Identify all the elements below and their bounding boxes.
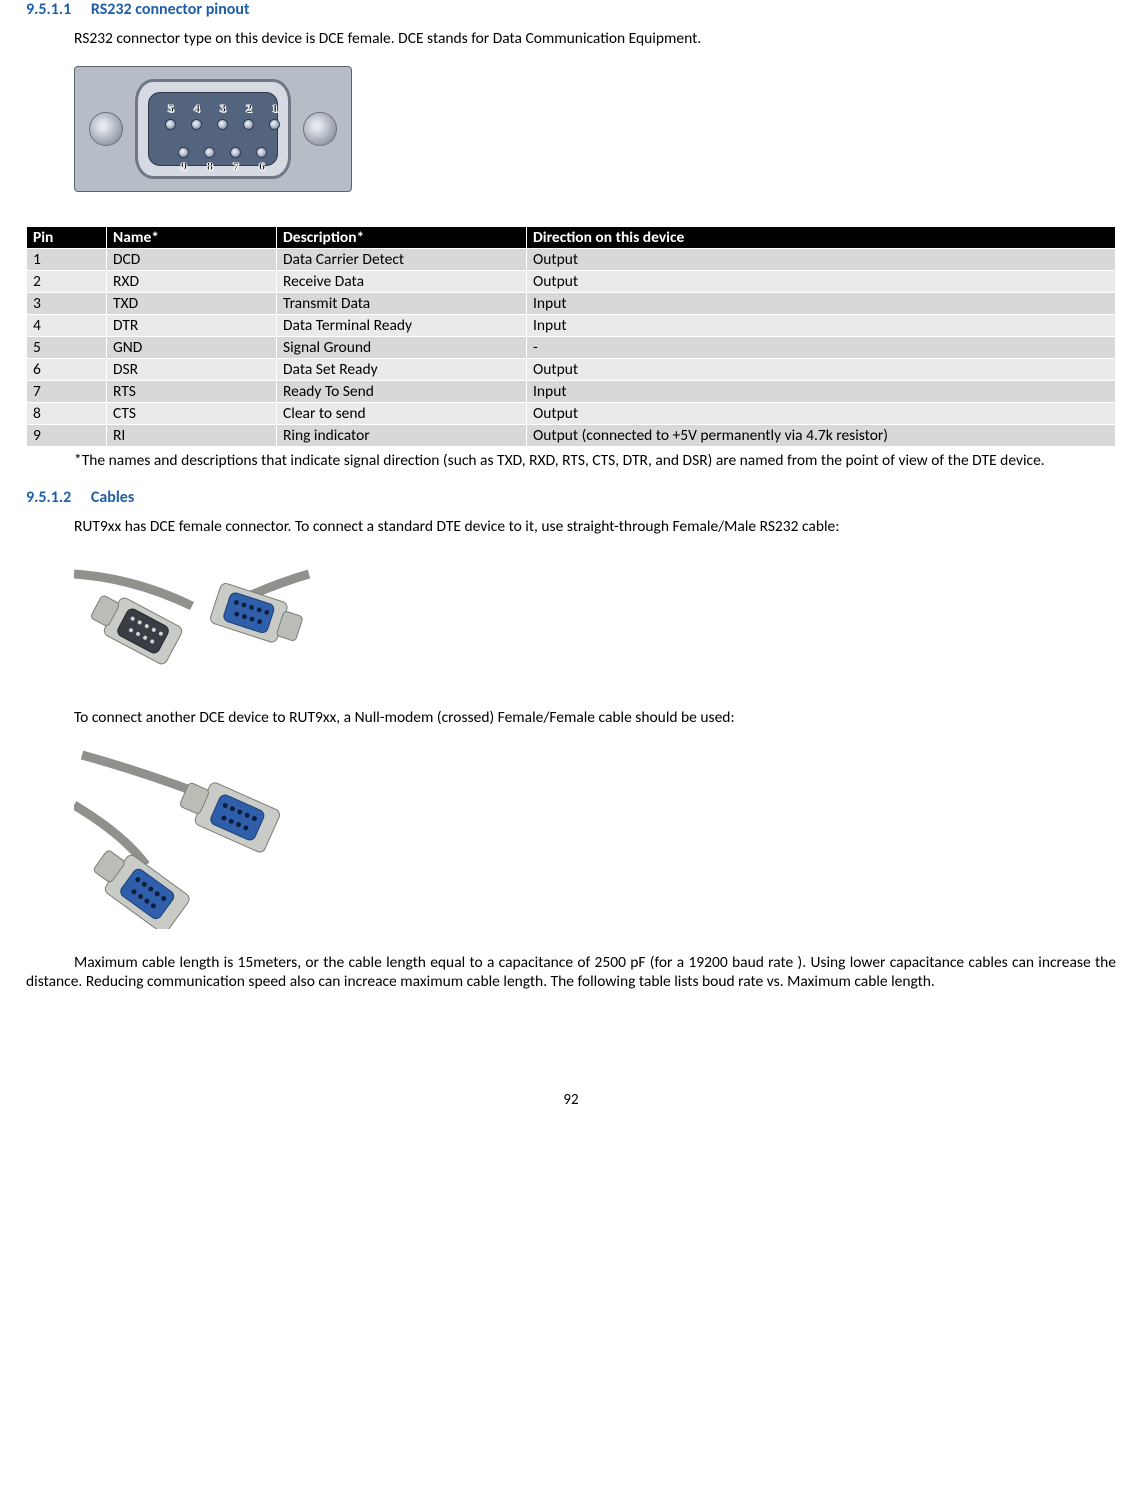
pin-2 bbox=[243, 119, 254, 130]
pin-label: 3 bbox=[220, 101, 226, 116]
th-name: Name* bbox=[107, 227, 277, 249]
pin-4 bbox=[191, 119, 202, 130]
screw-right bbox=[303, 112, 337, 146]
table-cell: RI bbox=[107, 425, 277, 447]
pin-label: 8 bbox=[207, 159, 213, 174]
pin-8 bbox=[204, 147, 215, 158]
table-cell: - bbox=[527, 337, 1116, 359]
pin-3 bbox=[217, 119, 228, 130]
table-cell: RTS bbox=[107, 381, 277, 403]
table-row: 6DSRData Set ReadyOutput bbox=[27, 359, 1116, 381]
connector-face: 5 4 3 2 1 9 8 7 6 bbox=[148, 92, 278, 166]
table-cell: 9 bbox=[27, 425, 107, 447]
table-cell: RXD bbox=[107, 271, 277, 293]
table-cell: 3 bbox=[27, 293, 107, 315]
table-cell: DSR bbox=[107, 359, 277, 381]
table-row: 8CTSClear to sendOutput bbox=[27, 403, 1116, 425]
null-modem-paragraph: To connect another DCE device to RUT9xx,… bbox=[26, 708, 1116, 727]
table-row: 5GNDSignal Ground- bbox=[27, 337, 1116, 359]
table-header-row: Pin Name* Description* Direction on this… bbox=[27, 227, 1116, 249]
table-cell: Input bbox=[527, 381, 1116, 403]
table-cell: Transmit Data bbox=[277, 293, 527, 315]
null-modem-cable-figure bbox=[74, 745, 314, 929]
th-dir: Direction on this device bbox=[527, 227, 1116, 249]
pin-label: 4 bbox=[194, 101, 200, 116]
pin-label: 1 bbox=[272, 101, 278, 116]
table-row: 2RXDReceive DataOutput bbox=[27, 271, 1116, 293]
table-footnote: *The names and descriptions that indicat… bbox=[26, 451, 1116, 470]
straight-through-cable-figure bbox=[74, 554, 314, 684]
table-cell: CTS bbox=[107, 403, 277, 425]
pin-label: 2 bbox=[246, 101, 252, 116]
table-cell: 2 bbox=[27, 271, 107, 293]
table-cell: Data Carrier Detect bbox=[277, 249, 527, 271]
th-pin: Pin bbox=[27, 227, 107, 249]
pin-label: 5 bbox=[168, 101, 174, 116]
page-number: 92 bbox=[26, 1091, 1116, 1109]
heading-num: 9.5.1.1 bbox=[26, 0, 71, 19]
table-cell: Output bbox=[527, 249, 1116, 271]
connector-shield: 5 4 3 2 1 9 8 7 6 bbox=[135, 79, 291, 179]
section-heading-connector: 9.5.1.1 RS232 connector pinout bbox=[26, 0, 1116, 19]
table-cell: Input bbox=[527, 315, 1116, 337]
table-row: 4DTRData Terminal ReadyInput bbox=[27, 315, 1116, 337]
table-cell: 7 bbox=[27, 381, 107, 403]
table-cell: 6 bbox=[27, 359, 107, 381]
pinout-table: Pin Name* Description* Direction on this… bbox=[26, 226, 1116, 447]
pin-label: 7 bbox=[233, 159, 239, 174]
table-row: 7RTSReady To SendInput bbox=[27, 381, 1116, 403]
table-cell: Ring indicator bbox=[277, 425, 527, 447]
max-length-paragraph: Maximum cable length is 15meters, or the… bbox=[26, 953, 1116, 991]
pin-6 bbox=[256, 147, 267, 158]
heading-title: RS232 connector pinout bbox=[91, 0, 250, 19]
table-cell: Ready To Send bbox=[277, 381, 527, 403]
table-cell: Input bbox=[527, 293, 1116, 315]
table-cell: DTR bbox=[107, 315, 277, 337]
pin-1 bbox=[269, 119, 280, 130]
heading-title: Cables bbox=[91, 488, 134, 507]
screw-left bbox=[89, 112, 123, 146]
intro-paragraph: RS232 connector type on this device is D… bbox=[26, 29, 1116, 48]
table-cell: Receive Data bbox=[277, 271, 527, 293]
section-heading-cables: 9.5.1.2 Cables bbox=[26, 488, 1116, 507]
table-cell: Data Terminal Ready bbox=[277, 315, 527, 337]
table-cell: Output (connected to +5V permanently via… bbox=[527, 425, 1116, 447]
table-cell: Data Set Ready bbox=[277, 359, 527, 381]
db9-connector-figure: 5 4 3 2 1 9 8 7 6 bbox=[74, 66, 352, 192]
table-cell: Output bbox=[527, 271, 1116, 293]
table-cell: Output bbox=[527, 359, 1116, 381]
table-cell: 5 bbox=[27, 337, 107, 359]
table-cell: 8 bbox=[27, 403, 107, 425]
table-row: 9RIRing indicatorOutput (connected to +5… bbox=[27, 425, 1116, 447]
table-cell: Output bbox=[527, 403, 1116, 425]
pin-label: 9 bbox=[181, 159, 187, 174]
table-cell: 4 bbox=[27, 315, 107, 337]
table-cell: DCD bbox=[107, 249, 277, 271]
heading-num: 9.5.1.2 bbox=[26, 488, 71, 507]
pin-5 bbox=[165, 119, 176, 130]
table-cell: TXD bbox=[107, 293, 277, 315]
table-row: 1DCDData Carrier DetectOutput bbox=[27, 249, 1116, 271]
table-cell: Clear to send bbox=[277, 403, 527, 425]
table-cell: Signal Ground bbox=[277, 337, 527, 359]
pin-label: 6 bbox=[259, 159, 265, 174]
table-cell: 1 bbox=[27, 249, 107, 271]
pin-9 bbox=[178, 147, 189, 158]
table-cell: GND bbox=[107, 337, 277, 359]
cables-intro: RUT9xx has DCE female connector. To conn… bbox=[26, 517, 1116, 536]
table-row: 3TXDTransmit DataInput bbox=[27, 293, 1116, 315]
pin-7 bbox=[230, 147, 241, 158]
th-desc: Description* bbox=[277, 227, 527, 249]
